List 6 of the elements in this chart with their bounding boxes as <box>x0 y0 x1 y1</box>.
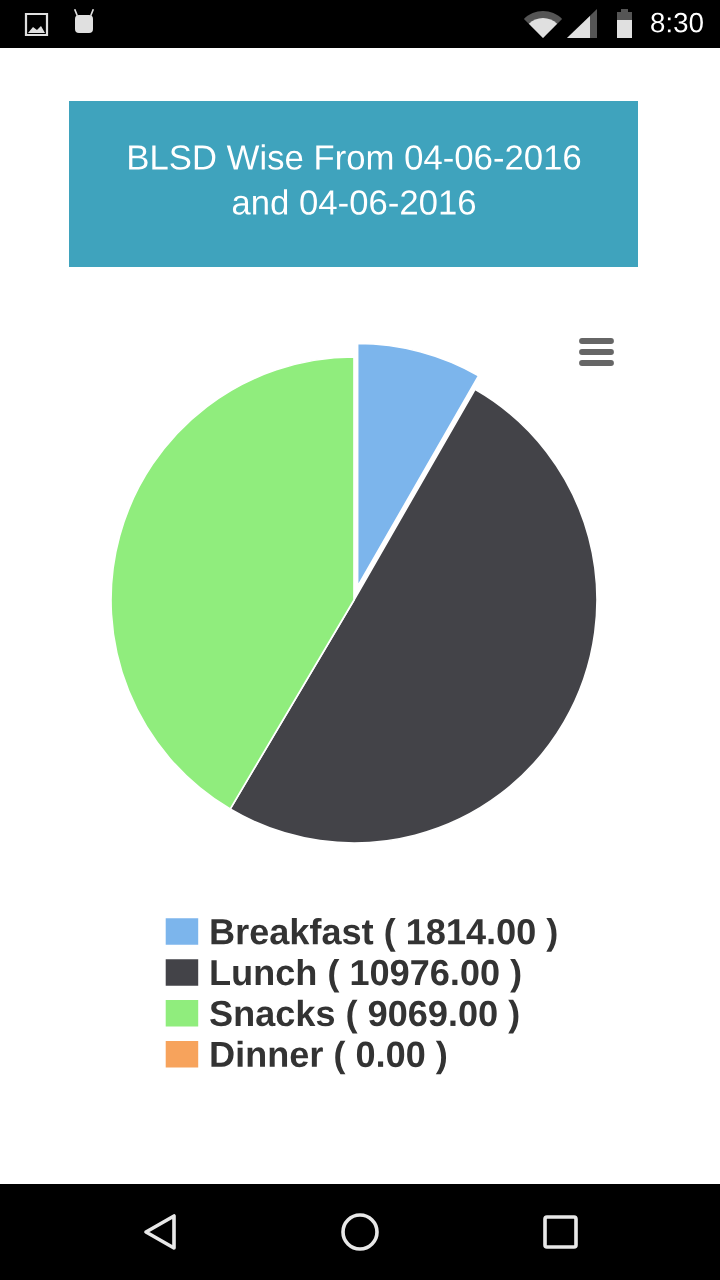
text: 8:30 <box>651 12 703 33</box>
legend-label: Breakfast ( 1814.00 ) <box>211 918 557 952</box>
legend-label: Dinner ( 0.00 ) <box>211 1040 447 1075</box>
legend-label: Snacks ( 9069.00 ) <box>210 999 519 1034</box>
chart-title: BLSD Wise From 04-06-2016 and 04-06-2016 <box>129 144 581 215</box>
legend-label: Lunch ( 10976.00 ) <box>211 958 521 993</box>
